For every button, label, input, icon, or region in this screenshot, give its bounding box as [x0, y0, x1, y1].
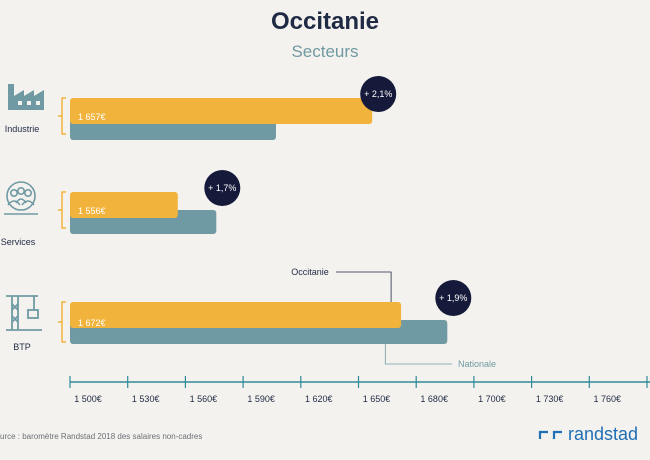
national-callout-line [384, 344, 452, 365]
category-label: BTP [13, 342, 31, 352]
bracket [58, 301, 66, 343]
regional-bar [70, 192, 178, 218]
regional-bar [70, 98, 373, 124]
growth-badge [204, 170, 241, 206]
bracket [58, 97, 66, 135]
x-axis-ticks: 1 500€ 1 530€ 1 560€ 1 590€ 1 620€ 1 650€ 1 68… [69, 376, 648, 404]
x-tick-label: 1 730€ [536, 394, 564, 404]
growth-badge-label: + 1,9% [439, 293, 467, 303]
growth-badge [435, 280, 472, 316]
source-note: urce : baromètre Randstad 2018 des salai… [0, 432, 203, 441]
national-annotation: Nationale [458, 359, 496, 369]
crane-icon [6, 295, 42, 331]
x-tick-label: 1 700€ [478, 394, 506, 404]
randstad-logo-text: randstad [568, 423, 639, 444]
growth-badge [360, 76, 397, 112]
factory-icon [8, 84, 44, 110]
x-tick-label: 1 650€ [363, 394, 391, 404]
regional-bar [70, 302, 402, 328]
randstad-logo-icon [538, 430, 562, 439]
bar-value-label: 1 657€ [78, 112, 106, 122]
randstad-logo: randstad [538, 424, 638, 444]
growth-badge-label: + 2,1% [364, 89, 392, 99]
people-icon [4, 181, 38, 215]
bar-value-label: 1 556€ [78, 206, 106, 216]
occitanie-callout-line [336, 271, 392, 302]
occitanie-annotation: Occitanie [291, 267, 329, 277]
chart-subtitle: Secteurs [291, 42, 359, 61]
growth-badge-label: + 1,7% [208, 183, 236, 193]
x-tick-label: 1 590€ [247, 394, 275, 404]
chart-title: Occitanie [270, 8, 380, 35]
x-tick-label: 1 680€ [420, 394, 448, 404]
category-label: Services [1, 237, 36, 247]
x-tick-label: 1 760€ [594, 394, 622, 404]
x-tick-label: 1 560€ [190, 394, 218, 404]
bar-value-label: 1 672€ [78, 318, 106, 328]
bar-chart: Industrie Services BTP 1 657€ 1 556€ 1 6… [1, 76, 650, 404]
category-label: Industrie [5, 124, 40, 134]
x-tick-label: 1 530€ [132, 394, 160, 404]
bracket [58, 191, 66, 229]
x-tick-label: 1 620€ [305, 394, 333, 404]
x-tick-label: 1 500€ [74, 394, 102, 404]
